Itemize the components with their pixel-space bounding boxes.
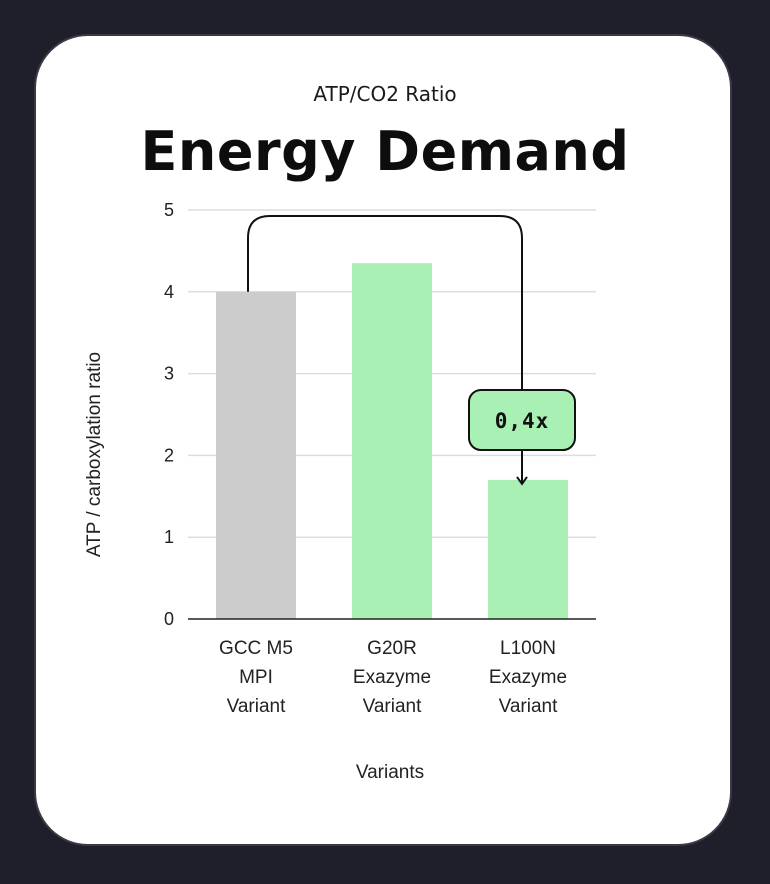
bar	[216, 291, 296, 619]
x-tick-label-line: MPI	[239, 667, 273, 688]
chart-title: Energy Demand	[140, 120, 630, 183]
y-tick-label: 1	[164, 527, 174, 547]
y-tick-label: 0	[164, 609, 174, 629]
x-tick-label-line: GCC M5	[219, 638, 293, 659]
arrow-down-icon	[516, 450, 528, 486]
y-tick-label: 5	[164, 200, 174, 220]
x-tick-label: L100N Exazyme Variant	[489, 638, 567, 717]
y-tick-label: 3	[164, 364, 174, 384]
x-tick-label-line: Variant	[363, 696, 423, 717]
callout-label: 0,4x	[495, 409, 550, 433]
chart-subtitle: ATP/CO2 Ratio	[313, 82, 457, 106]
y-tick-label: 4	[164, 282, 174, 302]
x-tick-label: GCC M5 MPI Variant	[219, 638, 293, 717]
y-axis-label: ATP / carboxylation ratio	[84, 352, 105, 557]
x-tick-label-line: Variant	[227, 696, 287, 717]
y-tick-label: 2	[164, 445, 174, 465]
bar	[352, 263, 432, 619]
comparison-bracket	[247, 215, 523, 390]
x-tick-label-line: Exazyme	[353, 667, 431, 688]
x-axis-label: Variants	[356, 762, 424, 783]
x-tick-label-line: Exazyme	[489, 667, 567, 688]
x-tick-label-line: G20R	[367, 638, 417, 659]
bar	[488, 479, 568, 619]
x-tick-label: G20R Exazyme Variant	[353, 638, 431, 717]
x-tick-label-line: L100N	[500, 638, 556, 659]
x-tick-label-line: Variant	[499, 696, 559, 717]
